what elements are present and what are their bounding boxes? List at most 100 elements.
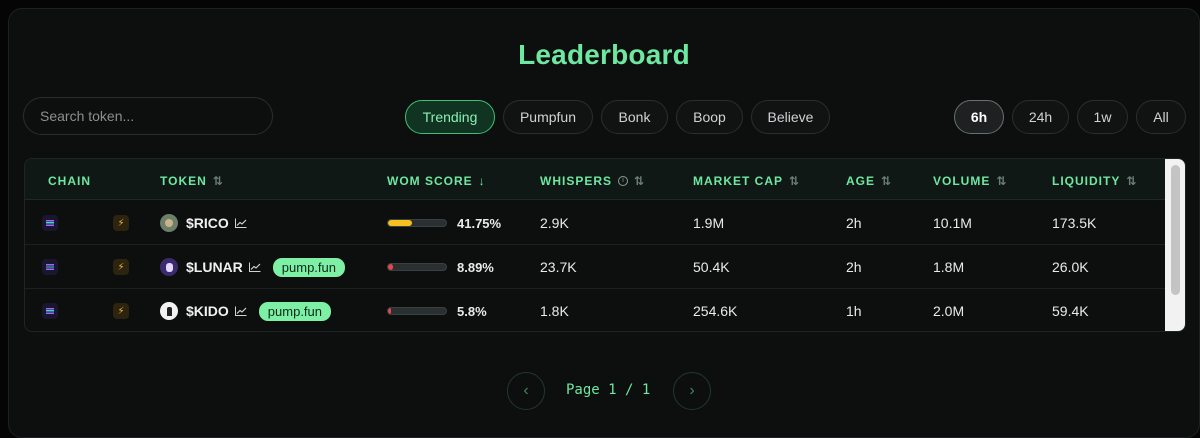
column-age-label: AGE [846, 174, 876, 188]
sort-desc-icon: ↓ [478, 174, 485, 188]
volume-value: 10.1M [933, 215, 972, 231]
age-value: 2h [846, 215, 862, 231]
column-liquidity-label: LIQUIDITY [1052, 174, 1121, 188]
wom-score-cell: 41.75% [387, 201, 501, 245]
column-whispers[interactable]: WHISPERS i ⇅ [540, 174, 644, 188]
rico-avatar [160, 214, 178, 232]
token-cell[interactable]: $LUNAR pump.fun [160, 245, 345, 289]
chart-line-icon[interactable] [234, 218, 247, 228]
sort-icon: ⇅ [212, 174, 223, 188]
volume-value: 1.8M [933, 259, 965, 275]
liquidity-value: 173.5K [1052, 215, 1097, 231]
column-wom-score[interactable]: WOM SCORE ↓ [387, 174, 485, 188]
column-wom-score-label: WOM SCORE [387, 174, 473, 188]
table-row[interactable]: ⚡ $KIDO pump.fun 5.8% 1.8K 254.6K 1h 2.0… [25, 289, 1165, 331]
column-token[interactable]: TOKEN ⇅ [160, 174, 223, 188]
wom-score-bar-fill [388, 308, 392, 314]
age-value: 1h [846, 303, 862, 319]
chart-line-icon[interactable] [234, 306, 247, 316]
wom-score-bar [387, 263, 447, 271]
timeframe-1w[interactable]: 1w [1077, 100, 1128, 134]
wom-score-value: 8.89% [457, 259, 494, 275]
vertical-scrollbar[interactable] [1165, 159, 1185, 331]
wom-score-value: 5.8% [457, 303, 487, 319]
timeframe-6h[interactable]: 6h [954, 100, 1004, 134]
column-volume[interactable]: VOLUME ⇅ [933, 174, 1006, 188]
timeframe-24h[interactable]: 24h [1012, 100, 1069, 134]
table-header: CHAIN TOKEN ⇅ WOM SCORE ↓ WHISPERS i ⇅ MARKE… [25, 159, 1165, 200]
market-cap-value: 50.4K [693, 259, 730, 275]
market-cap-value: 254.6K [693, 303, 738, 319]
chain-cell [42, 245, 58, 289]
filter-boop[interactable]: Boop [676, 100, 743, 134]
token-symbol: $RICO [186, 215, 229, 231]
column-chain-label: CHAIN [48, 174, 91, 188]
search-input[interactable] [23, 97, 273, 135]
lightning-icon: ⚡ [113, 215, 129, 231]
solana-icon [42, 259, 58, 275]
sort-icon: ⇅ [996, 174, 1007, 188]
wom-score-bar [387, 307, 447, 315]
launchpad-tag: pump.fun [272, 257, 345, 277]
next-page-button[interactable]: › [673, 372, 711, 410]
column-market-cap[interactable]: MARKET CAP ⇅ [693, 174, 799, 188]
leaderboard-table: CHAIN TOKEN ⇅ WOM SCORE ↓ WHISPERS i ⇅ MARKE… [24, 158, 1186, 332]
lunar-avatar [160, 258, 178, 276]
volume-value: 2.0M [933, 303, 965, 319]
sort-icon: ⇅ [789, 174, 800, 188]
column-liquidity[interactable]: LIQUIDITY ⇅ [1052, 174, 1136, 188]
wom-score-cell: 8.89% [387, 245, 494, 289]
sort-icon: ⇅ [881, 174, 892, 188]
token-cell[interactable]: $RICO [160, 201, 247, 245]
column-chain: CHAIN [48, 174, 91, 188]
filter-trending[interactable]: Trending [405, 100, 495, 134]
filter-pumpfun[interactable]: Pumpfun [503, 100, 593, 134]
lightning-icon: ⚡ [113, 303, 129, 319]
filter-bonk[interactable]: Bonk [601, 100, 668, 134]
launch-cell: ⚡ [113, 201, 129, 245]
column-age[interactable]: AGE ⇅ [846, 174, 891, 188]
scrollbar-thumb[interactable] [1171, 165, 1180, 295]
column-market-cap-label: MARKET CAP [693, 174, 783, 188]
page-indicator: Page 1 / 1 [566, 382, 651, 398]
column-token-label: TOKEN [160, 174, 207, 188]
whispers-value: 23.7K [540, 259, 577, 275]
wom-score-bar-fill [388, 264, 394, 270]
previous-page-button[interactable]: ‹ [507, 372, 545, 410]
solana-icon [42, 215, 58, 231]
launchpad-tag: pump.fun [258, 301, 331, 321]
sort-icon: ⇅ [634, 174, 645, 188]
kido-avatar [160, 302, 178, 320]
wom-score-bar [387, 219, 447, 227]
table-row[interactable]: ⚡ $LUNAR pump.fun 8.89% 23.7K 50.4K 2h 1… [25, 245, 1165, 289]
whispers-value: 1.8K [540, 303, 569, 319]
token-symbol: $LUNAR [186, 259, 243, 275]
page-title: Leaderboard [518, 39, 690, 70]
lightning-icon: ⚡ [113, 259, 129, 275]
whispers-value: 2.9K [540, 215, 569, 231]
info-icon[interactable]: i [618, 176, 629, 186]
chevron-right-icon: › [689, 382, 695, 399]
market-cap-value: 1.9M [693, 215, 725, 231]
token-symbol: $KIDO [186, 303, 229, 319]
wom-score-value: 41.75% [457, 215, 502, 231]
chart-line-icon[interactable] [248, 262, 261, 272]
launch-cell: ⚡ [113, 289, 129, 331]
solana-icon [42, 303, 58, 319]
column-whispers-label: WHISPERS [540, 174, 613, 188]
liquidity-value: 59.4K [1052, 303, 1089, 319]
wom-score-cell: 5.8% [387, 289, 487, 331]
timeframe-all[interactable]: All [1136, 100, 1186, 134]
liquidity-value: 26.0K [1052, 259, 1089, 275]
age-value: 2h [846, 259, 862, 275]
token-cell[interactable]: $KIDO pump.fun [160, 289, 331, 331]
launch-cell: ⚡ [113, 245, 129, 289]
column-volume-label: VOLUME [933, 174, 991, 188]
table-row[interactable]: ⚡ $RICO 41.75% 2.9K 1.9M 2h 10.1M 173.5K [25, 201, 1165, 245]
chevron-left-icon: ‹ [523, 382, 529, 399]
wom-score-bar-fill [388, 220, 413, 226]
filter-believe[interactable]: Believe [751, 100, 830, 134]
chain-cell [42, 289, 58, 331]
chain-cell [42, 201, 58, 245]
sort-icon: ⇅ [1126, 174, 1137, 188]
